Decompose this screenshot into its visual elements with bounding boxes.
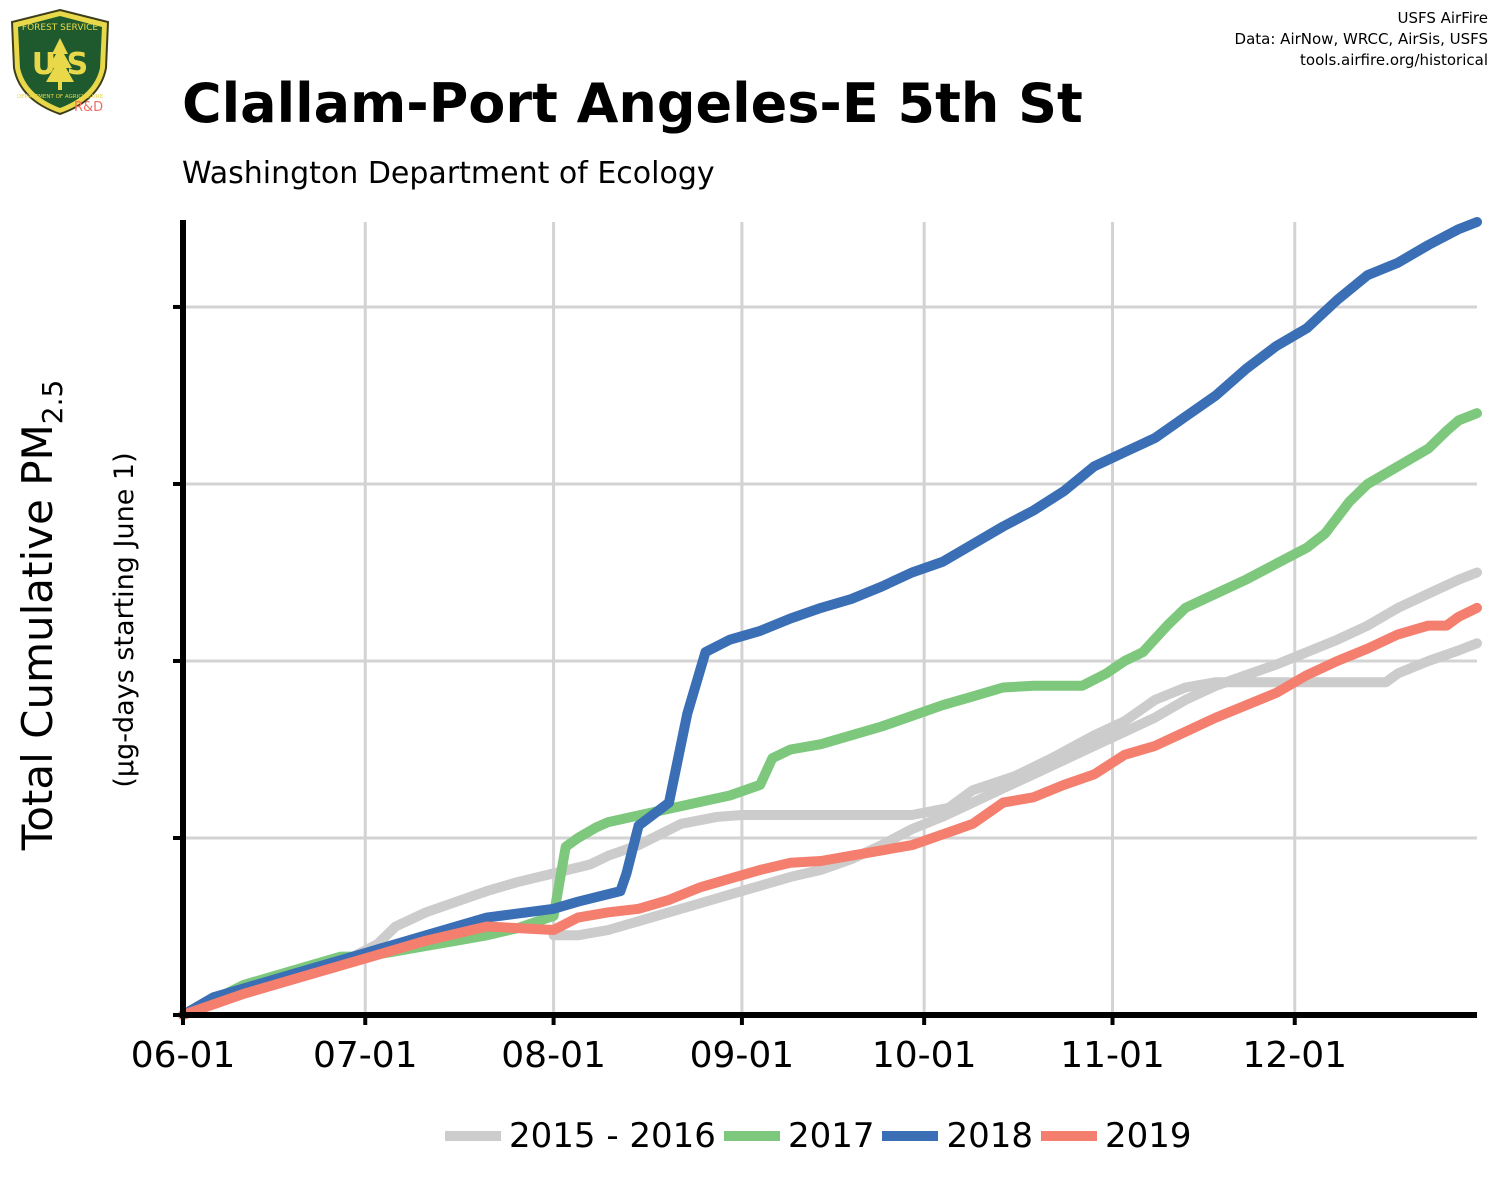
credits: USFS AirFire Data: AirNow, WRCC, AirSis,… [1235,8,1488,71]
chart-title: Clallam-Port Angeles-E 5th St [182,72,1083,135]
tree-icon [46,38,74,82]
logo-badge: R&D [74,100,104,115]
legend-label: 2015 - 2016 [509,1116,716,1156]
axes [173,220,1477,1018]
legend-items: 2015 - 2016 2017 2018 2019 [445,1112,1200,1160]
legend-item: 2019 [1041,1116,1192,1156]
usfs-shield-icon: FOREST SERVICE U S DEPARTMENT OF AGRICUL… [10,8,110,116]
x-tick-label: 09-01 [690,1035,795,1076]
legend-swatch [882,1131,939,1141]
x-tick-label: 11-01 [1060,1035,1165,1076]
usfs-logo: FOREST SERVICE U S DEPARTMENT OF AGRICUL… [8,8,112,116]
logo-bottom-text: DEPARTMENT OF AGRICULTURE [17,94,104,100]
y-axis-label-main: Total Cumulative PM [13,424,62,851]
legend-item: 2015 - 2016 [445,1116,716,1156]
legend: 2015 - 2016 2017 2018 2019 [0,1112,1500,1162]
x-tick-label: 12-01 [1242,1035,1347,1076]
legend-swatch [723,1131,780,1141]
legend-label: 2019 [1105,1116,1192,1156]
x-tick-label: 07-01 [313,1035,418,1076]
y-axis-label: Total Cumulative PM2.5 [13,380,69,852]
credit-line: tools.airfire.org/historical [1300,51,1488,69]
credit-line: Data: AirNow, WRCC, AirSis, USFS [1234,30,1488,48]
x-tick-label: 10-01 [872,1035,977,1076]
legend-label: 2018 [946,1116,1034,1156]
chart-subtitle: Washington Department of Ecology [182,156,715,191]
x-tick-label: 06-01 [131,1035,236,1076]
series-line [178,217,1482,1020]
credit-line: USFS AirFire [1397,9,1488,27]
x-tick-label: 08-01 [501,1035,606,1076]
logo-top-text: FOREST SERVICE [22,23,99,33]
legend-swatch [445,1131,501,1141]
legend-swatch [1041,1131,1098,1141]
y-axis-label-units: (µg-days starting June 1) [109,452,140,787]
series-line [178,408,1482,1020]
gridlines [183,222,1477,1015]
x-axis-ticks: 06-01 07-01 08-01 09-01 10-01 11-01 12-01 [131,1015,1347,1076]
legend-label: 2017 [787,1116,875,1156]
series-line [548,567,1482,941]
series-lines [178,217,1482,1020]
series-line [178,602,1482,1020]
legend-item: 2018 [882,1116,1033,1156]
legend-item: 2017 [723,1116,875,1156]
y-axis-label-subscript: 2.5 [36,380,69,425]
